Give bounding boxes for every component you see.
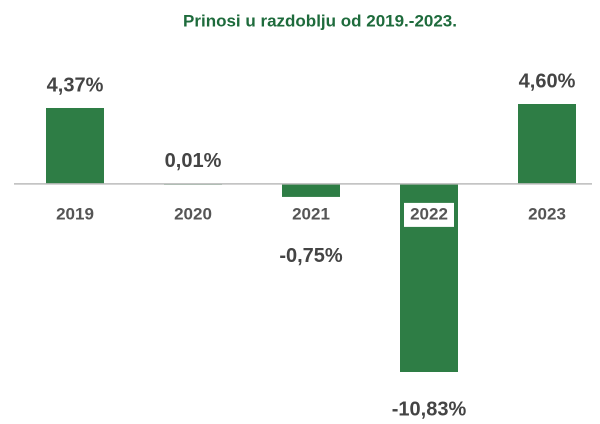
x-tick-label: 2021 xyxy=(292,204,330,223)
bar xyxy=(518,104,576,184)
x-tick-label: 2019 xyxy=(56,204,94,223)
value-label: 0,01% xyxy=(165,150,222,172)
value-label: -0,75% xyxy=(279,245,343,267)
x-tick-label: 2020 xyxy=(174,204,212,223)
chart-title: Prinosi u razdoblju od 2019.-2023. xyxy=(183,11,457,30)
bar xyxy=(46,107,104,184)
x-tick-label: 2023 xyxy=(528,204,566,223)
value-label: 4,37% xyxy=(47,74,104,96)
bar xyxy=(282,183,340,197)
value-label: 4,60% xyxy=(519,70,576,92)
value-label: -10,83% xyxy=(392,398,467,420)
label-background xyxy=(404,202,454,227)
x-tick-label: 2022 xyxy=(410,204,448,223)
